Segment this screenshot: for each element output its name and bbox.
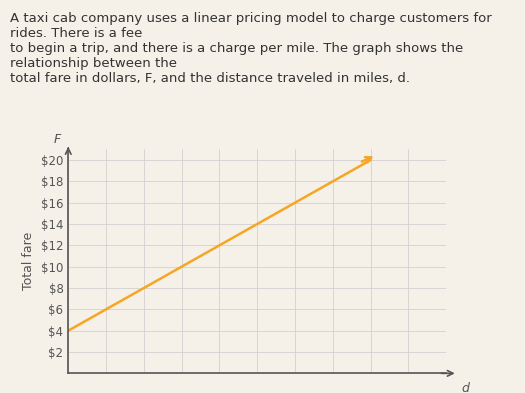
Text: F: F [53,133,60,146]
Text: d: d [461,382,469,393]
Text: A taxi cab company uses a linear pricing model to charge customers for rides. Th: A taxi cab company uses a linear pricing… [10,12,492,85]
Y-axis label: Total fare: Total fare [23,232,35,290]
